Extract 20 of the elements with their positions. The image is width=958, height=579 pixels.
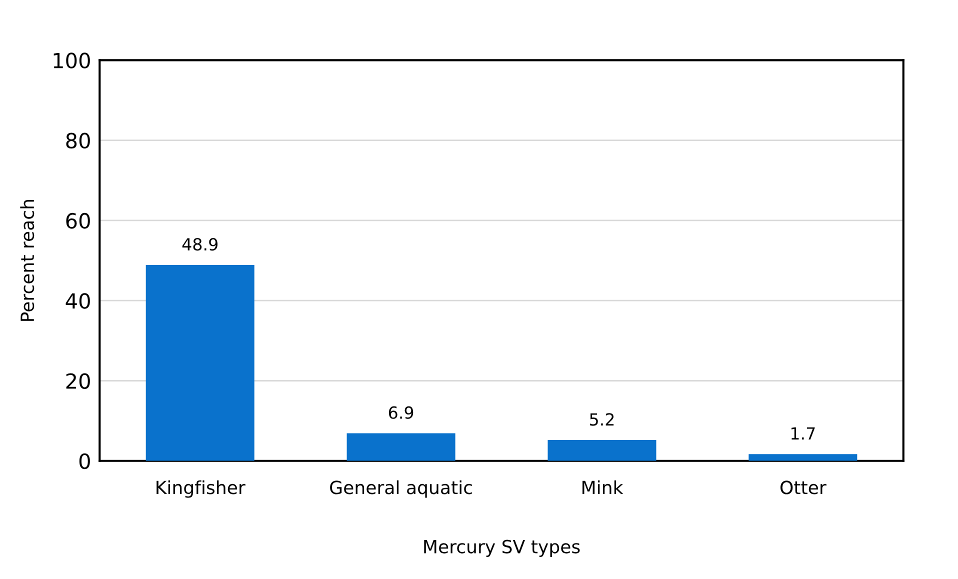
x-tick-label: Kingfisher	[156, 480, 246, 498]
bar	[146, 264, 254, 461]
x-tick-label: Mink	[582, 480, 624, 494]
y-tick-label: 100	[54, 52, 90, 68]
y-tick-label: 20	[66, 373, 90, 389]
y-tick-label: 60	[66, 212, 90, 229]
x-axis-title: Mercury SV types	[424, 540, 580, 557]
bar	[748, 454, 858, 461]
bar	[346, 433, 456, 461]
data-label: 6.9	[388, 406, 414, 419]
data-label: 1.7	[792, 427, 815, 440]
y-tick-label: 0	[79, 453, 90, 470]
data-label: 5.2	[590, 413, 614, 426]
x-tick-label: General aquatic	[330, 480, 472, 498]
y-tick-label: 40	[66, 293, 90, 309]
data-label: 48.9	[182, 238, 218, 251]
x-tick-label: Otter	[780, 480, 826, 494]
y-axis-title: Percent reach	[20, 200, 34, 321]
bar	[548, 440, 656, 461]
y-tick-label: 80	[66, 132, 90, 149]
